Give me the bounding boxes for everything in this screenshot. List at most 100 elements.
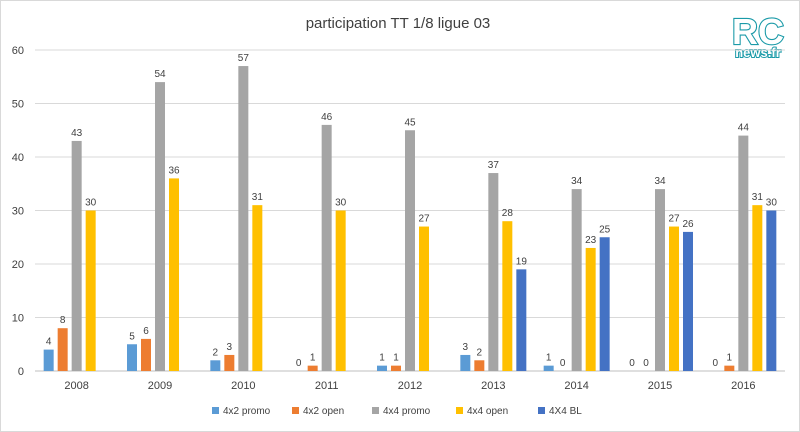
data-label-4x4-promo-2010: 57 (238, 53, 250, 64)
y-tick-label-60: 60 (12, 45, 24, 57)
y-tick-label-0: 0 (18, 366, 24, 378)
bar-4x4-promo-2011 (321, 124, 332, 372)
data-label-4x2-promo-2015: 0 (629, 358, 635, 369)
rc-news-logo: RC news.fr (731, 10, 785, 61)
data-label-4x2-promo-2012: 1 (379, 353, 385, 364)
x-tick-label-2008: 2008 (64, 380, 88, 392)
data-label-4x2-promo-2010: 2 (213, 347, 219, 358)
data-label-4x2-open-2010: 3 (227, 342, 233, 353)
data-label-4x2-promo-2016: 0 (713, 358, 719, 369)
bar-4x2-promo-2012 (377, 365, 387, 371)
data-label-4x4-promo-2016: 44 (738, 123, 750, 134)
data-label-4x4-promo-2008: 43 (71, 128, 83, 139)
bar-4x4-bl-2016 (766, 210, 777, 371)
x-tick-label-2016: 2016 (731, 380, 755, 392)
legend-swatch-4x2-open (292, 407, 299, 414)
x-tick-label-2014: 2014 (564, 380, 588, 392)
data-label-4x4-bl-2014: 25 (599, 224, 611, 235)
chart-title: participation TT 1/8 ligue 03 (306, 15, 491, 32)
x-axis-ticks: 2008 2009 2010 2011 2012 2013 2014 2015 2016 (64, 380, 755, 392)
data-label-4x2-promo-2013: 3 (463, 342, 469, 353)
bar-4x2-promo-2008 (43, 349, 54, 371)
bar-4x2-open-2013 (474, 360, 485, 371)
legend-label-4x4-bl: 4X4 BL (549, 406, 582, 417)
data-label-4x4-promo-2009: 54 (154, 69, 166, 80)
bar-4x4-bl-2015 (683, 231, 693, 371)
data-label-4x2-open-2015: 0 (643, 358, 649, 369)
bar-4x2-open-2012 (391, 365, 401, 371)
bar-4x4-promo-2015 (655, 189, 665, 371)
data-label-4x4-open-2009: 36 (168, 165, 180, 176)
bar-4x4-promo-2013 (488, 173, 499, 371)
legend-label-4x4-promo: 4x4 promo (383, 406, 431, 417)
data-label-4x4-bl-2013: 19 (516, 256, 528, 267)
data-label-4x4-open-2008: 30 (85, 198, 97, 209)
bar-4x4-promo-2010 (238, 66, 249, 372)
x-tick-label-2011: 2011 (315, 380, 339, 392)
bar-4x4-promo-2009 (155, 82, 165, 371)
bar-4x2-open-2009 (141, 338, 151, 371)
bar-4x4-bl-2014 (599, 237, 610, 371)
bar-4x4-open-2016 (752, 205, 763, 371)
y-tick-label-20: 20 (12, 259, 24, 271)
legend: 4x2 promo 4x2 open 4x4 promo 4x4 open 4X4 BL (212, 406, 582, 417)
data-label-4x4-promo-2011: 46 (321, 112, 333, 123)
bar-4x4-open-2012 (419, 226, 429, 371)
bar-4x4-open-2014 (585, 247, 596, 371)
data-label-4x2-open-2016: 1 (727, 353, 733, 364)
data-label-4x4-open-2011: 30 (335, 198, 347, 209)
bar-4x4-open-2009 (169, 178, 179, 371)
x-tick-label-2010: 2010 (231, 380, 255, 392)
bar-4x4-open-2013 (502, 221, 513, 371)
bar-4x4-open-2015 (669, 226, 679, 371)
legend-swatch-4x4-bl (538, 407, 545, 414)
data-label-4x2-open-2009: 6 (143, 326, 149, 337)
data-label-4x2-promo-2009: 5 (129, 331, 135, 342)
legend-swatch-4x2-promo (212, 407, 219, 414)
data-label-4x4-bl-2015: 26 (682, 219, 694, 230)
data-label-4x2-promo-2008: 4 (46, 337, 52, 348)
bar-4x4-open-2010 (252, 205, 263, 371)
legend-label-4x4-open: 4x4 open (467, 406, 508, 417)
bar-4x2-open-2008 (57, 328, 68, 371)
data-label-4x2-promo-2014: 1 (546, 353, 552, 364)
y-tick-label-10: 10 (12, 313, 24, 325)
bar-4x2-open-2011 (307, 365, 318, 371)
data-label-4x4-promo-2015: 34 (654, 176, 666, 187)
data-label-4x4-open-2012: 27 (418, 214, 430, 225)
bar-4x4-promo-2014 (571, 189, 582, 371)
legend-swatch-4x4-promo (372, 407, 379, 414)
bar-4x4-promo-2016 (738, 135, 749, 371)
bar-4x4-bl-2013 (516, 269, 527, 371)
legend-label-4x2-open: 4x2 open (303, 406, 344, 417)
data-label-4x2-open-2008: 8 (60, 315, 66, 326)
data-label-4x2-open-2011: 1 (310, 353, 316, 364)
bar-4x2-promo-2014 (543, 365, 554, 371)
bar-4x4-open-2008 (85, 210, 96, 371)
bar-4x2-promo-2009 (127, 344, 137, 371)
data-label-4x4-open-2014: 23 (585, 235, 597, 246)
data-label-4x2-open-2013: 2 (477, 347, 483, 358)
data-label-4x2-open-2014: 0 (560, 358, 566, 369)
data-label-4x2-promo-2011: 0 (296, 358, 302, 369)
logo-news-text: news.fr (735, 45, 781, 60)
data-label-4x4-open-2013: 28 (502, 208, 514, 219)
y-tick-label-30: 30 (12, 206, 24, 218)
data-label-4x4-open-2016: 31 (752, 192, 764, 203)
bar-4x4-promo-2008 (71, 140, 82, 371)
data-label-4x4-bl-2016: 30 (766, 198, 778, 209)
bar-4x2-promo-2010 (210, 360, 221, 371)
bar-4x2-promo-2013 (460, 354, 471, 371)
data-label-4x2-open-2012: 1 (393, 353, 399, 364)
x-tick-label-2013: 2013 (481, 380, 505, 392)
legend-swatch-4x4-open (456, 407, 463, 414)
bar-4x4-open-2011 (335, 210, 346, 371)
bars (43, 66, 777, 372)
x-tick-label-2012: 2012 (398, 380, 422, 392)
y-tick-label-50: 50 (12, 99, 24, 111)
data-label-4x4-open-2015: 27 (668, 214, 680, 225)
bar-4x2-open-2010 (224, 354, 235, 371)
y-axis-ticks: 0 10 20 30 40 50 60 (12, 45, 24, 378)
